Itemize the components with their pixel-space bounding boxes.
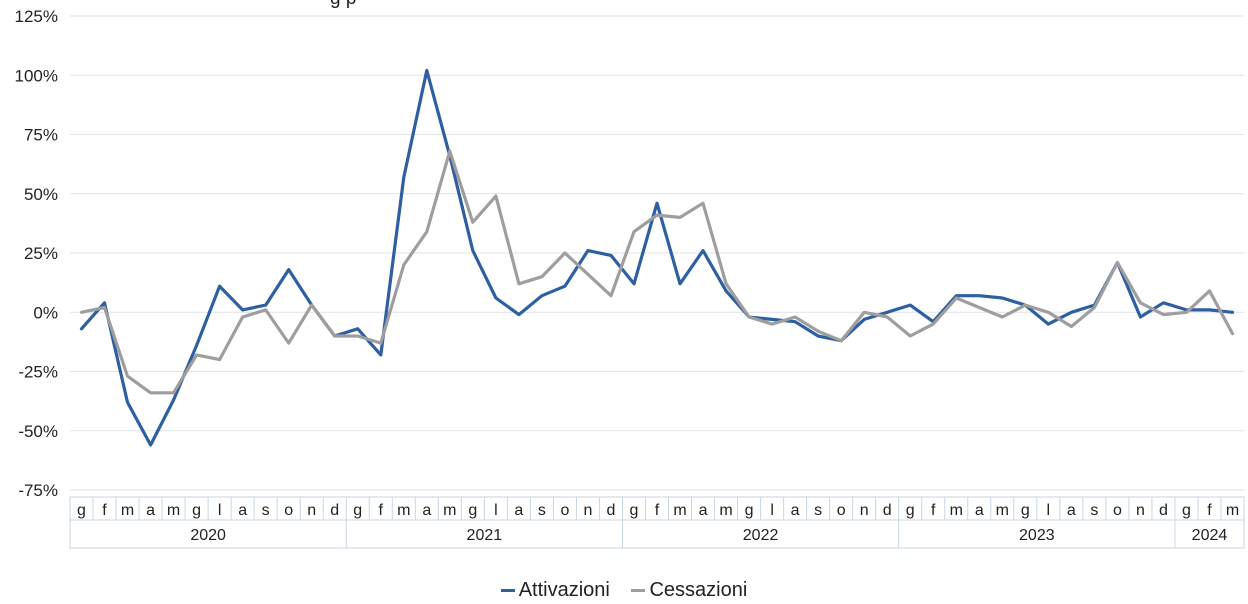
y-tick-label: -50% — [18, 422, 58, 441]
x-month-tick-label: a — [514, 502, 523, 519]
y-tick-label: -25% — [18, 363, 58, 382]
x-month-tick-label: d — [607, 502, 616, 519]
x-month-tick-label: a — [699, 502, 708, 519]
x-month-tick-label: d — [883, 502, 892, 519]
series-line-cessazioni — [79, 149, 1235, 395]
y-tick-label: 0% — [33, 303, 58, 322]
x-month-tick-label: l — [218, 502, 222, 519]
x-month-tick-label: m — [443, 502, 456, 519]
x-month-tick-label: o — [837, 502, 846, 519]
y-tick-label: 25% — [24, 244, 58, 263]
x-month-tick-label: n — [860, 502, 869, 519]
x-month-tick-label: n — [307, 502, 316, 519]
gridlines — [70, 15, 1244, 491]
x-month-tick-label: o — [560, 502, 569, 519]
x-month-tick-label: g — [353, 502, 362, 519]
legend-swatch-attivazioni — [500, 589, 515, 592]
legend: Attivazioni Cessazioni — [0, 575, 1248, 602]
x-month-tick-label: f — [102, 502, 107, 519]
x-month-tick-label: g — [192, 502, 201, 519]
y-tick-label: 125% — [15, 7, 58, 26]
x-month-tick-label: f — [931, 502, 936, 519]
x-month-tick-label: n — [1136, 502, 1145, 519]
x-month-tick-label: f — [655, 502, 660, 519]
x-month-tick-label: g — [630, 502, 639, 519]
x-month-tick-label: f — [1207, 502, 1212, 519]
x-month-tick-label: s — [1090, 502, 1098, 519]
y-tick-label: 75% — [24, 126, 58, 145]
x-month-tick-label: l — [770, 502, 774, 519]
series-line-attivazioni — [79, 68, 1235, 447]
x-month-tick-label: m — [673, 502, 686, 519]
y-tick-label: -75% — [18, 481, 58, 500]
x-month-tick-label: o — [1113, 502, 1122, 519]
legend-swatch-cessazioni — [631, 589, 646, 592]
x-month-tick-label: s — [262, 502, 270, 519]
x-month-tick-label: a — [422, 502, 431, 519]
x-month-tick-label: g — [1182, 502, 1191, 519]
x-month-tick-label: g — [468, 502, 477, 519]
x-month-tick-label: d — [330, 502, 339, 519]
x-month-tick-label: a — [146, 502, 155, 519]
x-month-tick-label: s — [814, 502, 822, 519]
x-month-tick-label: n — [583, 502, 592, 519]
x-month-tick-label: m — [996, 502, 1009, 519]
y-tick-label: 100% — [15, 66, 58, 85]
x-year-label: 2021 — [467, 527, 503, 544]
x-month-tick-label: g — [1021, 502, 1030, 519]
x-month-tick-label: l — [1047, 502, 1051, 519]
x-month-tick-label: a — [238, 502, 247, 519]
x-month-tick-label: f — [379, 502, 384, 519]
x-month-tick-label: s — [538, 502, 546, 519]
x-month-tick-label: m — [167, 502, 180, 519]
legend-label-attivazioni: Attivazioni — [518, 579, 610, 601]
y-tick-label: 50% — [24, 185, 58, 204]
x-month-tick-label: m — [121, 502, 134, 519]
chart-title-fragment: g p — [330, 0, 356, 10]
x-month-tick-label: g — [77, 502, 86, 519]
x-month-tick-label: a — [791, 502, 800, 519]
x-year-label: 2020 — [190, 527, 226, 544]
x-year-label: 2022 — [743, 527, 779, 544]
x-month-tick-label: m — [950, 502, 963, 519]
x-month-tick-label: g — [906, 502, 915, 519]
legend-item-attivazioni: Attivazioni — [500, 579, 610, 602]
x-year-label: 2023 — [1019, 527, 1055, 544]
x-month-tick-label: d — [1159, 502, 1168, 519]
x-month-tick-label: m — [397, 502, 410, 519]
x-month-tick-label: a — [1067, 502, 1076, 519]
series-lines — [79, 68, 1235, 447]
y-axis: 125% 100% 75% 50% 25% 0% -25% -50% -75% — [15, 7, 58, 500]
x-month-tick-label: o — [284, 502, 293, 519]
x-month-tick-label: g — [745, 502, 754, 519]
x-month-tick-label: m — [1226, 502, 1239, 519]
x-year-label: 2024 — [1192, 527, 1228, 544]
legend-item-cessazioni: Cessazioni — [631, 579, 747, 602]
x-month-tick-label: m — [719, 502, 732, 519]
x-month-tick-label: a — [975, 502, 984, 519]
legend-label-cessazioni: Cessazioni — [649, 579, 748, 601]
x-month-tick-label: l — [494, 502, 498, 519]
